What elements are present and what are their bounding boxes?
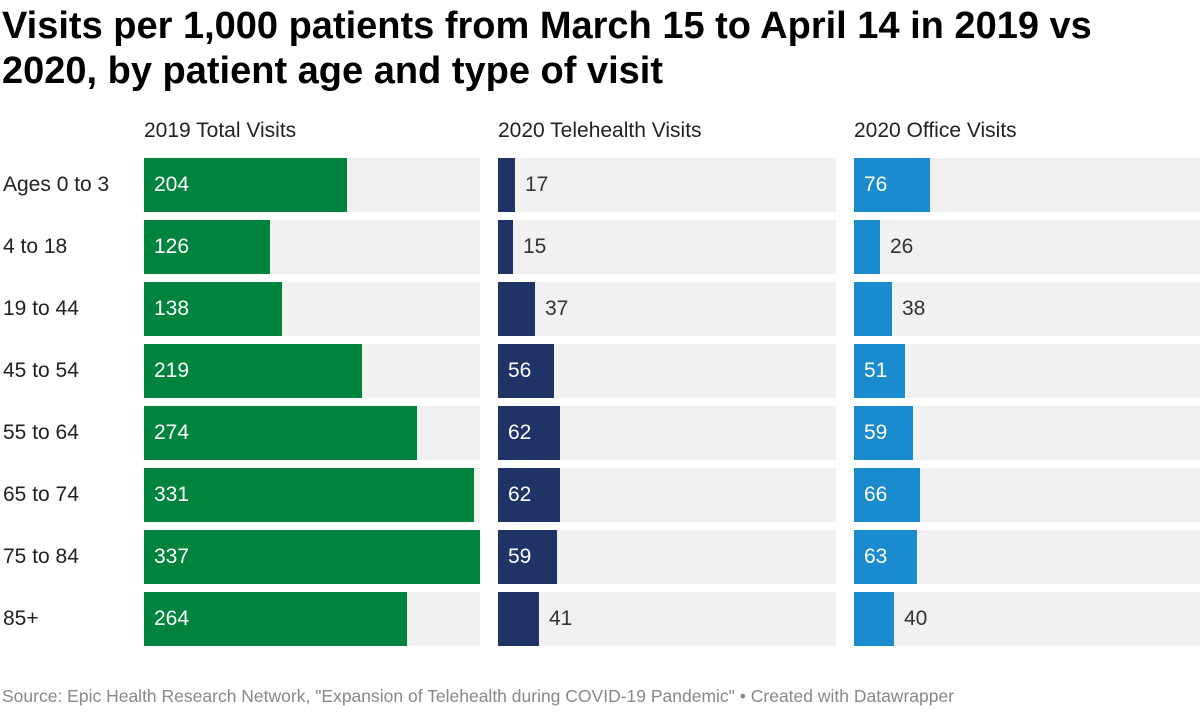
bar-2020-office-visits-85 bbox=[854, 592, 894, 646]
bar-track: 40 bbox=[854, 592, 1200, 646]
bar-2020-telehealth-visits-ages-0-to-3 bbox=[498, 158, 515, 212]
bar-2019-total-visits-85 bbox=[144, 592, 407, 646]
value-label: 56 bbox=[508, 359, 532, 382]
value-label: 15 bbox=[523, 235, 547, 258]
bar-track: 51 bbox=[854, 344, 1200, 398]
bar-2020-office-visits-ages-0-to-3 bbox=[854, 158, 930, 212]
value-label: 274 bbox=[154, 421, 190, 444]
row-label-85: 85+ bbox=[3, 607, 39, 630]
bar-track: 264 bbox=[144, 592, 480, 646]
value-label: 59 bbox=[508, 545, 532, 568]
bar-track: 59 bbox=[498, 530, 836, 584]
value-label: 59 bbox=[864, 421, 888, 444]
value-label: 41 bbox=[549, 607, 573, 630]
bar-2020-telehealth-visits-65-to-74 bbox=[498, 468, 560, 522]
bar-2019-total-visits-65-to-74 bbox=[144, 468, 474, 522]
bar-2020-telehealth-visits-55-to-64 bbox=[498, 406, 560, 460]
bar-track: 76 bbox=[854, 158, 1200, 212]
value-label: 51 bbox=[864, 359, 888, 382]
value-label: 138 bbox=[154, 297, 190, 320]
panel-title-2019-total-visits: 2019 Total Visits bbox=[144, 119, 297, 142]
bar-track: 37 bbox=[498, 282, 836, 336]
row-label-75-to-84: 75 to 84 bbox=[3, 545, 79, 568]
bar-track: 337 bbox=[144, 530, 480, 584]
bar-2020-office-visits-65-to-74 bbox=[854, 468, 920, 522]
value-label: 17 bbox=[525, 173, 549, 196]
bar-2019-total-visits-19-to-44 bbox=[144, 282, 282, 336]
panel-title-2020-office-visits: 2020 Office Visits bbox=[854, 119, 1017, 142]
bar-track: 331 bbox=[144, 468, 480, 522]
row-label-4-to-18: 4 to 18 bbox=[3, 235, 68, 258]
value-label: 264 bbox=[154, 607, 190, 630]
bar-track: 15 bbox=[498, 220, 836, 274]
panel-title-2020-telehealth-visits: 2020 Telehealth Visits bbox=[498, 119, 702, 142]
bar-2020-office-visits-55-to-64 bbox=[854, 406, 913, 460]
value-label: 76 bbox=[864, 173, 888, 196]
value-label: 38 bbox=[902, 297, 926, 320]
value-label: 62 bbox=[508, 483, 532, 506]
value-label: 40 bbox=[904, 607, 928, 630]
bar-2020-office-visits-4-to-18 bbox=[854, 220, 880, 274]
bar-track: 26 bbox=[854, 220, 1200, 274]
bar-track: 38 bbox=[854, 282, 1200, 336]
bar-2020-telehealth-visits-45-to-54 bbox=[498, 344, 554, 398]
bar-2019-total-visits-ages-0-to-3 bbox=[144, 158, 347, 212]
value-label: 37 bbox=[545, 297, 569, 320]
bar-2019-total-visits-4-to-18 bbox=[144, 220, 270, 274]
value-label: 66 bbox=[864, 483, 888, 506]
bar-track: 59 bbox=[854, 406, 1200, 460]
value-label: 26 bbox=[890, 235, 914, 258]
row-label-19-to-44: 19 to 44 bbox=[3, 297, 79, 320]
source-note: Source: Epic Health Research Network, "E… bbox=[2, 686, 955, 706]
value-label: 62 bbox=[508, 421, 532, 444]
value-label: 204 bbox=[154, 173, 190, 196]
bar-track: 126 bbox=[144, 220, 480, 274]
bar-track: 204 bbox=[144, 158, 480, 212]
value-label: 337 bbox=[154, 545, 190, 568]
chart-title: Visits per 1,000 patients from March 15 … bbox=[2, 5, 1092, 92]
bar-track: 274 bbox=[144, 406, 480, 460]
bar-2020-telehealth-visits-19-to-44 bbox=[498, 282, 535, 336]
value-label: 63 bbox=[864, 545, 888, 568]
bar-track: 138 bbox=[144, 282, 480, 336]
bar-track: 219 bbox=[144, 344, 480, 398]
bar-2019-total-visits-45-to-54 bbox=[144, 344, 362, 398]
bar-track: 66 bbox=[854, 468, 1200, 522]
bar-track: 63 bbox=[854, 530, 1200, 584]
bar-track: 41 bbox=[498, 592, 836, 646]
bar-2020-telehealth-visits-85 bbox=[498, 592, 539, 646]
bar-track: 56 bbox=[498, 344, 836, 398]
value-label: 331 bbox=[154, 483, 190, 506]
row-label-45-to-54: 45 to 54 bbox=[3, 359, 79, 382]
bar-track: 62 bbox=[498, 406, 836, 460]
bar-2020-telehealth-visits-75-to-84 bbox=[498, 530, 557, 584]
value-label: 219 bbox=[154, 359, 190, 382]
bar-2020-telehealth-visits-4-to-18 bbox=[498, 220, 513, 274]
bar-2019-total-visits-55-to-64 bbox=[144, 406, 417, 460]
bar-2020-office-visits-75-to-84 bbox=[854, 530, 917, 584]
value-label: 126 bbox=[154, 235, 190, 258]
bar-2020-office-visits-19-to-44 bbox=[854, 282, 892, 336]
bar-2020-office-visits-45-to-54 bbox=[854, 344, 905, 398]
bar-2019-total-visits-75-to-84 bbox=[144, 530, 480, 584]
row-label-ages-0-to-3: Ages 0 to 3 bbox=[3, 173, 110, 196]
row-label-65-to-74: 65 to 74 bbox=[3, 483, 79, 506]
bar-track: 17 bbox=[498, 158, 836, 212]
bar-track: 62 bbox=[498, 468, 836, 522]
row-label-55-to-64: 55 to 64 bbox=[3, 421, 79, 444]
